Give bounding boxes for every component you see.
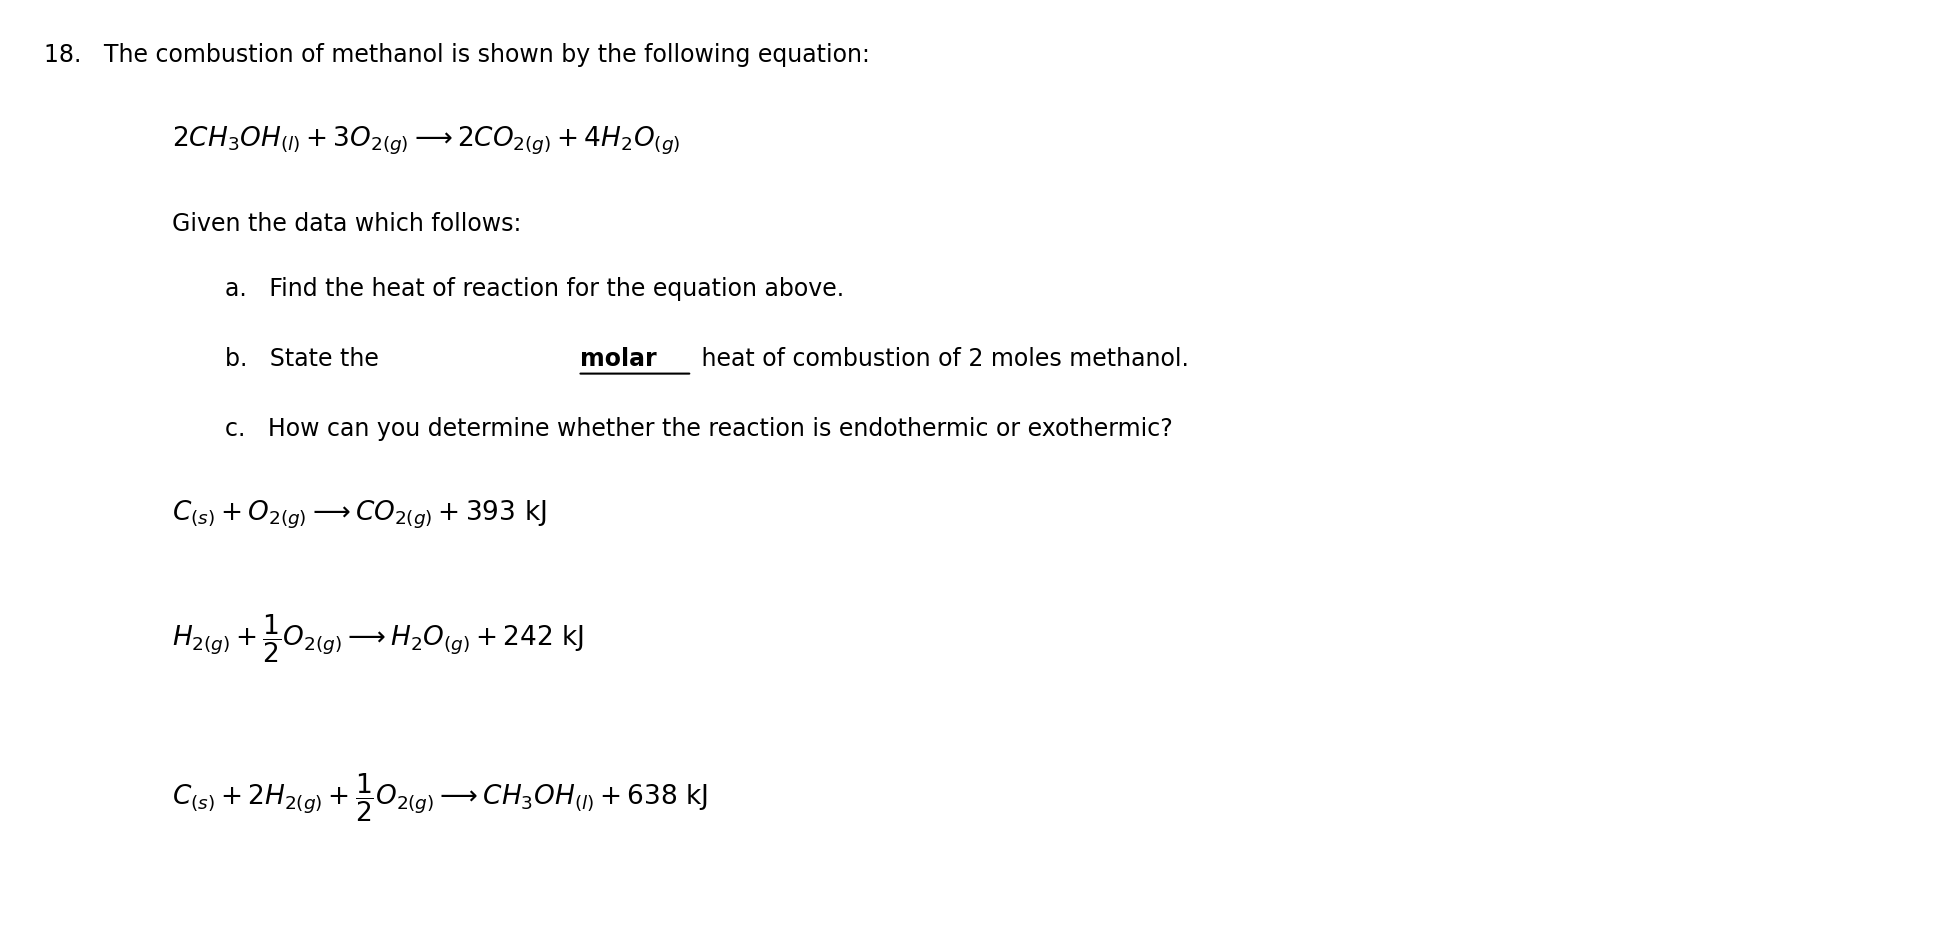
Text: a.   Find the heat of reaction for the equation above.: a. Find the heat of reaction for the equ… [225, 277, 843, 301]
Text: $C_{(s)} + 2H_{2(g)} + \dfrac{1}{2}O_{2(g)} \longrightarrow CH_3OH_{(l)} + 638\ : $C_{(s)} + 2H_{2(g)} + \dfrac{1}{2}O_{2(… [173, 772, 709, 825]
Text: heat of combustion of 2 moles methanol.: heat of combustion of 2 moles methanol. [694, 347, 1189, 371]
Text: $H_{2(g)} + \dfrac{1}{2}O_{2(g)} \longrightarrow H_2O_{(g)} + 242\ \mathrm{kJ}$: $H_{2(g)} + \dfrac{1}{2}O_{2(g)} \longri… [173, 613, 585, 665]
Text: b.   State the: b. State the [225, 347, 387, 371]
Text: c.   How can you determine whether the reaction is endothermic or exothermic?: c. How can you determine whether the rea… [225, 417, 1172, 441]
Text: 18.   The combustion of methanol is shown by the following equation:: 18. The combustion of methanol is shown … [45, 43, 870, 68]
Text: Given the data which follows:: Given the data which follows: [173, 211, 521, 235]
Text: molar: molar [579, 347, 657, 371]
Text: $C_{(s)} + O_{2(g)} \longrightarrow CO_{2(g)} + 393\ \mathrm{kJ}$: $C_{(s)} + O_{2(g)} \longrightarrow CO_{… [173, 499, 546, 531]
Text: $2CH_3OH_{(l)} + 3O_{2(g)} \longrightarrow 2CO_{2(g)} + 4H_2O_{(g)}$: $2CH_3OH_{(l)} + 3O_{2(g)} \longrightarr… [173, 125, 680, 157]
